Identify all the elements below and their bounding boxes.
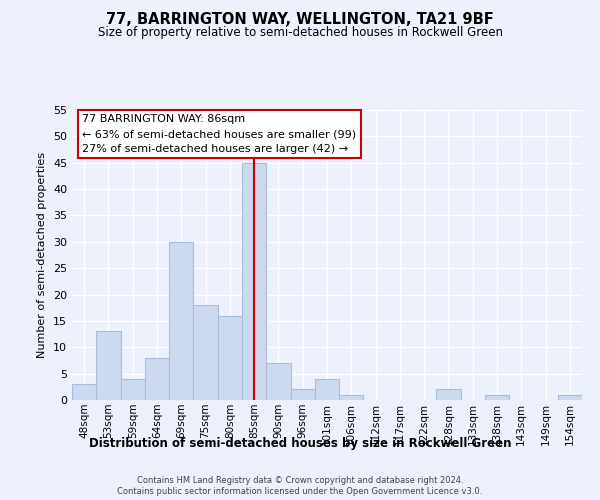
Bar (266, 363, 290, 400)
Bar (169, 242, 193, 400)
Bar (145, 358, 169, 400)
Bar (242, 162, 266, 400)
Bar (485, 394, 509, 400)
Text: Size of property relative to semi-detached houses in Rockwell Green: Size of property relative to semi-detach… (97, 26, 503, 39)
Y-axis label: Number of semi-detached properties: Number of semi-detached properties (37, 152, 47, 358)
Bar (558, 394, 582, 400)
Bar (96, 332, 121, 400)
Bar (72, 384, 96, 400)
Bar (315, 379, 339, 400)
Text: Contains public sector information licensed under the Open Government Licence v3: Contains public sector information licen… (118, 488, 482, 496)
Text: 77 BARRINGTON WAY: 86sqm
← 63% of semi-detached houses are smaller (99)
27% of s: 77 BARRINGTON WAY: 86sqm ← 63% of semi-d… (82, 114, 356, 154)
Bar (436, 390, 461, 400)
Bar (193, 305, 218, 400)
Text: 77, BARRINGTON WAY, WELLINGTON, TA21 9BF: 77, BARRINGTON WAY, WELLINGTON, TA21 9BF (106, 12, 494, 28)
Bar (339, 394, 364, 400)
Text: Contains HM Land Registry data © Crown copyright and database right 2024.: Contains HM Land Registry data © Crown c… (137, 476, 463, 485)
Bar (218, 316, 242, 400)
Bar (290, 390, 315, 400)
Bar (121, 379, 145, 400)
Text: Distribution of semi-detached houses by size in Rockwell Green: Distribution of semi-detached houses by … (89, 438, 511, 450)
